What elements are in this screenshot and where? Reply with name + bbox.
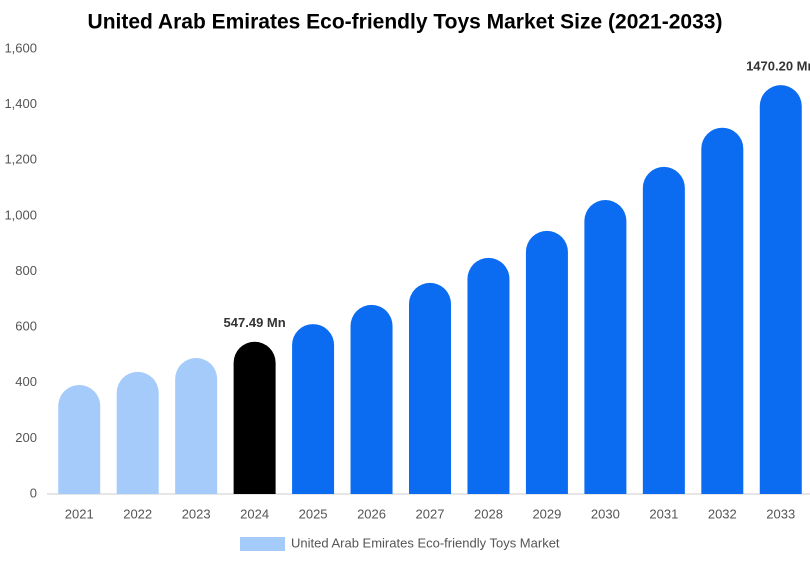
y-tick-label: 200 <box>15 430 37 445</box>
y-tick-label: 600 <box>15 319 37 334</box>
x-tick-label: 2032 <box>708 506 737 521</box>
y-tick-label: 1,000 <box>4 207 37 222</box>
value-label: 547.49 Mn <box>224 315 286 330</box>
bar <box>175 357 218 494</box>
y-tick-label: 400 <box>15 374 37 389</box>
x-tick-label: 2026 <box>357 506 386 521</box>
bar <box>584 200 627 494</box>
y-tick-label: 0 <box>30 485 37 500</box>
x-tick-label: 2022 <box>123 506 152 521</box>
bar <box>233 341 276 494</box>
bar <box>409 282 451 494</box>
x-tick-label: 2023 <box>182 506 211 521</box>
x-tick-label: 2025 <box>299 506 328 521</box>
x-tick-label: 2021 <box>65 506 94 521</box>
bar <box>350 304 393 494</box>
bar <box>467 257 510 494</box>
legend-label: United Arab Emirates Eco-friendly Toys M… <box>291 535 560 550</box>
x-tick-label: 2030 <box>591 506 620 521</box>
x-tick-label: 2033 <box>766 506 795 521</box>
value-label: 1470.20 Mn <box>746 59 810 74</box>
x-tick-label: 2024 <box>240 506 269 521</box>
bar <box>58 384 101 494</box>
y-tick-label: 1,400 <box>4 96 37 111</box>
chart-title: United Arab Emirates Eco-friendly Toys M… <box>88 11 723 34</box>
bar <box>116 371 159 494</box>
bar <box>759 85 802 495</box>
y-tick-label: 800 <box>15 263 37 278</box>
y-tick-label: 1,600 <box>4 40 37 55</box>
x-tick-label: 2029 <box>532 506 561 521</box>
bar <box>292 324 335 494</box>
bar <box>525 230 568 495</box>
x-tick-label: 2027 <box>416 506 445 521</box>
bar <box>642 166 685 495</box>
bar <box>701 127 744 495</box>
x-tick-label: 2028 <box>474 506 503 521</box>
x-tick-label: 2031 <box>649 506 678 521</box>
y-tick-label: 1,200 <box>4 152 37 167</box>
legend-swatch <box>240 537 285 551</box>
